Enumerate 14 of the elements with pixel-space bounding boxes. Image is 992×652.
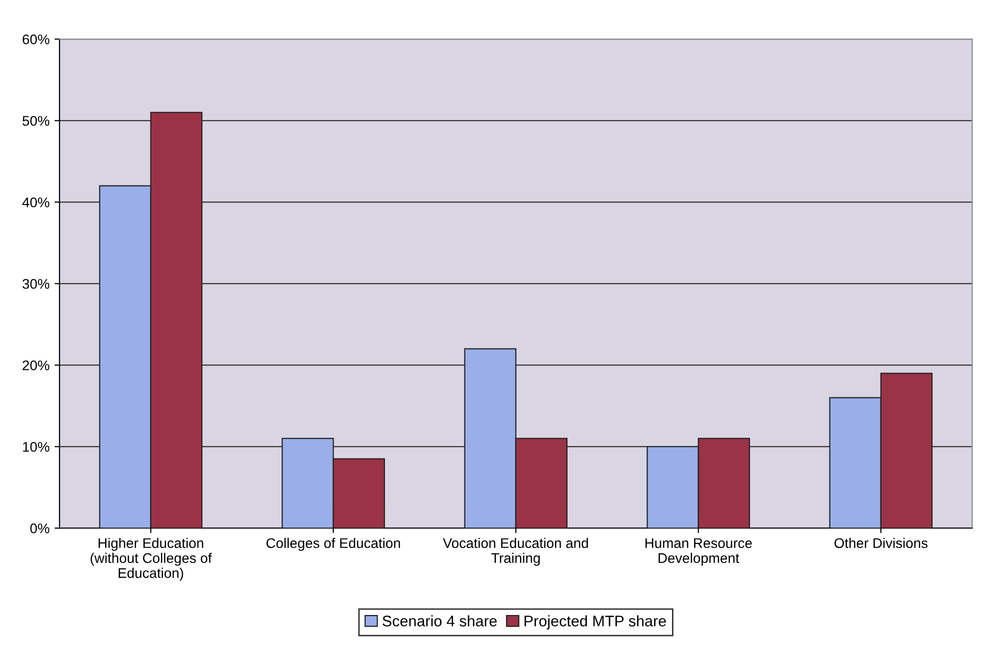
y-tick-label: 40% — [22, 197, 50, 208]
x-tick-label: Other Divisions — [834, 538, 928, 548]
x-tick-label: Human Resource Development — [645, 538, 752, 566]
legend-label: Scenario 4 share — [382, 615, 497, 626]
y-tick-label: 50% — [22, 116, 50, 126]
y-tick-label: 10% — [23, 442, 50, 452]
legend-label: Projected MTP share — [524, 615, 666, 630]
x-tick-label: Higher Education (without Colleges of Education) — [90, 538, 212, 581]
y-tick-label: 30% — [22, 278, 50, 289]
y-tick-label: 60% — [22, 34, 50, 44]
y-tick-label: 20% — [22, 360, 50, 370]
y-tick-label: 0% — [30, 523, 50, 534]
x-tick-label: Colleges of Education — [266, 538, 400, 551]
x-tick-label: Vocation Education and Training — [442, 538, 588, 566]
